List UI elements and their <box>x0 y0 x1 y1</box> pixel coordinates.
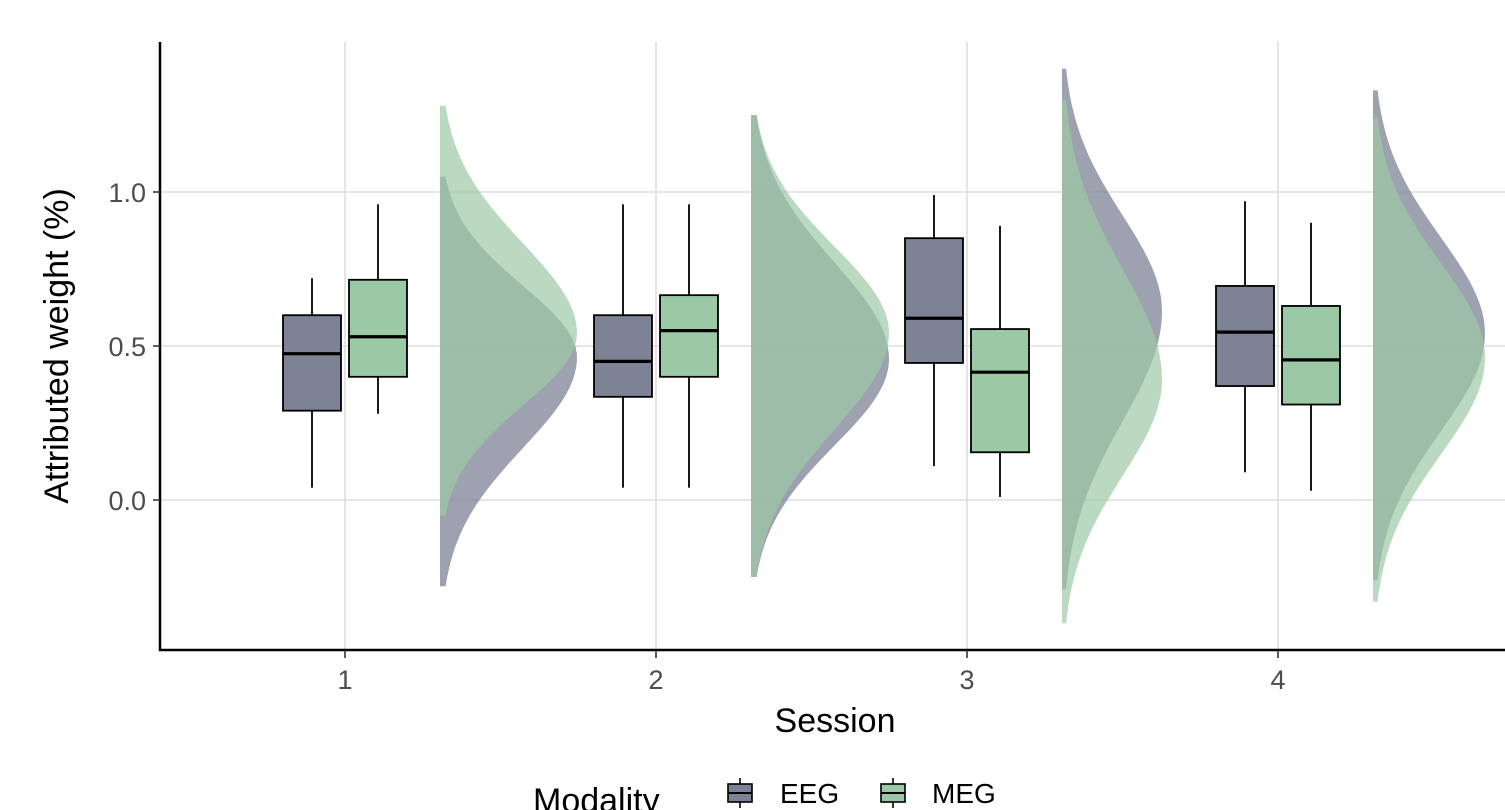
legend-label-eeg: EEG <box>780 778 839 809</box>
box <box>1216 286 1274 386</box>
box <box>349 280 407 377</box>
boxplot-meg-session-1 <box>349 204 407 413</box>
y-ticks: 0.0 0.5 1.0 <box>108 178 160 516</box>
legend-title: Modality <box>533 782 660 810</box>
boxplot-eeg-session-4 <box>1216 201 1274 472</box>
x-tick-label: 1 <box>337 665 352 695</box>
y-tick-label: 0.0 <box>108 486 146 516</box>
box <box>905 238 963 363</box>
x-tick-label: 3 <box>959 665 974 695</box>
boxplot-meg-session-3 <box>971 226 1029 497</box>
density-meg-session-2 <box>751 115 889 577</box>
boxplot-eeg-session-2 <box>594 204 652 487</box>
legend-key-eeg <box>728 778 752 808</box>
y-axis-title: Attributed weight (%) <box>38 188 76 504</box>
x-tick-label: 2 <box>648 665 663 695</box>
density-meg-session-3 <box>1062 100 1162 624</box>
density-meg-session-4 <box>1373 118 1485 602</box>
legend: Modality EEG MEG <box>533 778 996 810</box>
x-tick-label: 4 <box>1270 665 1285 695</box>
legend-label-meg: MEG <box>932 778 996 809</box>
boxplot-eeg-session-3 <box>905 195 963 466</box>
boxplot-eeg-session-1 <box>283 278 341 487</box>
boxplot-meg-session-2 <box>660 204 718 487</box>
y-tick-label: 1.0 <box>108 178 146 208</box>
box <box>594 315 652 397</box>
box <box>283 315 341 410</box>
boxplot-meg-session-4 <box>1282 223 1340 491</box>
box <box>971 329 1029 452</box>
x-ticks: 1 2 3 4 <box>337 650 1285 695</box>
y-tick-label: 0.5 <box>108 332 146 362</box>
legend-key-meg <box>881 778 905 808</box>
box <box>660 295 718 377</box>
x-axis-title: Session <box>775 702 896 740</box>
box <box>1282 306 1340 405</box>
